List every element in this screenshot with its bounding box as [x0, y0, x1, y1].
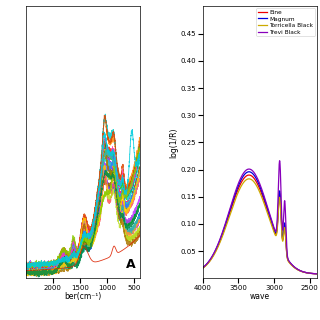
Legend: Eine, Magnum, Torricella Black, Trevi Black: Eine, Magnum, Torricella Black, Trevi Bl…	[256, 8, 315, 36]
Torricella Black	[279, 218, 283, 222]
Magnum	[292, 265, 296, 268]
Torricella Black	[201, 267, 204, 270]
Line: Trevi Black: Trevi Black	[203, 161, 317, 274]
Torricella Black	[290, 263, 294, 267]
Line: Magnum: Magnum	[203, 172, 317, 274]
Magnum	[251, 172, 255, 176]
Magnum	[247, 170, 251, 174]
Text: A: A	[126, 258, 136, 270]
Magnum	[212, 251, 216, 255]
Trevi Black	[279, 195, 283, 199]
Line: Eine: Eine	[203, 175, 317, 274]
Eine	[290, 263, 294, 267]
Torricella Black	[212, 252, 216, 256]
Torricella Black	[315, 272, 319, 276]
Torricella Black	[247, 177, 251, 181]
Magnum	[247, 170, 251, 174]
Trevi Black	[278, 159, 282, 163]
Magnum	[279, 213, 283, 217]
Trevi Black	[201, 266, 204, 270]
Torricella Black	[292, 265, 296, 269]
Eine	[279, 215, 283, 219]
Magnum	[201, 266, 204, 270]
Magnum	[290, 263, 294, 267]
Magnum	[315, 272, 319, 276]
X-axis label: ber(cm⁻¹): ber(cm⁻¹)	[64, 292, 101, 301]
Trevi Black	[315, 272, 319, 276]
Trevi Black	[212, 251, 216, 254]
Trevi Black	[292, 265, 296, 268]
Torricella Black	[247, 177, 251, 181]
Trevi Black	[290, 262, 294, 266]
Line: Torricella Black: Torricella Black	[203, 179, 317, 274]
X-axis label: wave: wave	[250, 292, 270, 301]
Torricella Black	[251, 179, 255, 183]
Trevi Black	[247, 167, 251, 171]
Trevi Black	[251, 169, 255, 173]
Eine	[212, 252, 216, 256]
Eine	[247, 173, 251, 177]
Y-axis label: log(1/R): log(1/R)	[169, 127, 178, 158]
Eine	[315, 272, 319, 276]
Eine	[201, 266, 204, 270]
Eine	[292, 265, 296, 269]
Eine	[247, 173, 251, 177]
Eine	[251, 175, 255, 179]
